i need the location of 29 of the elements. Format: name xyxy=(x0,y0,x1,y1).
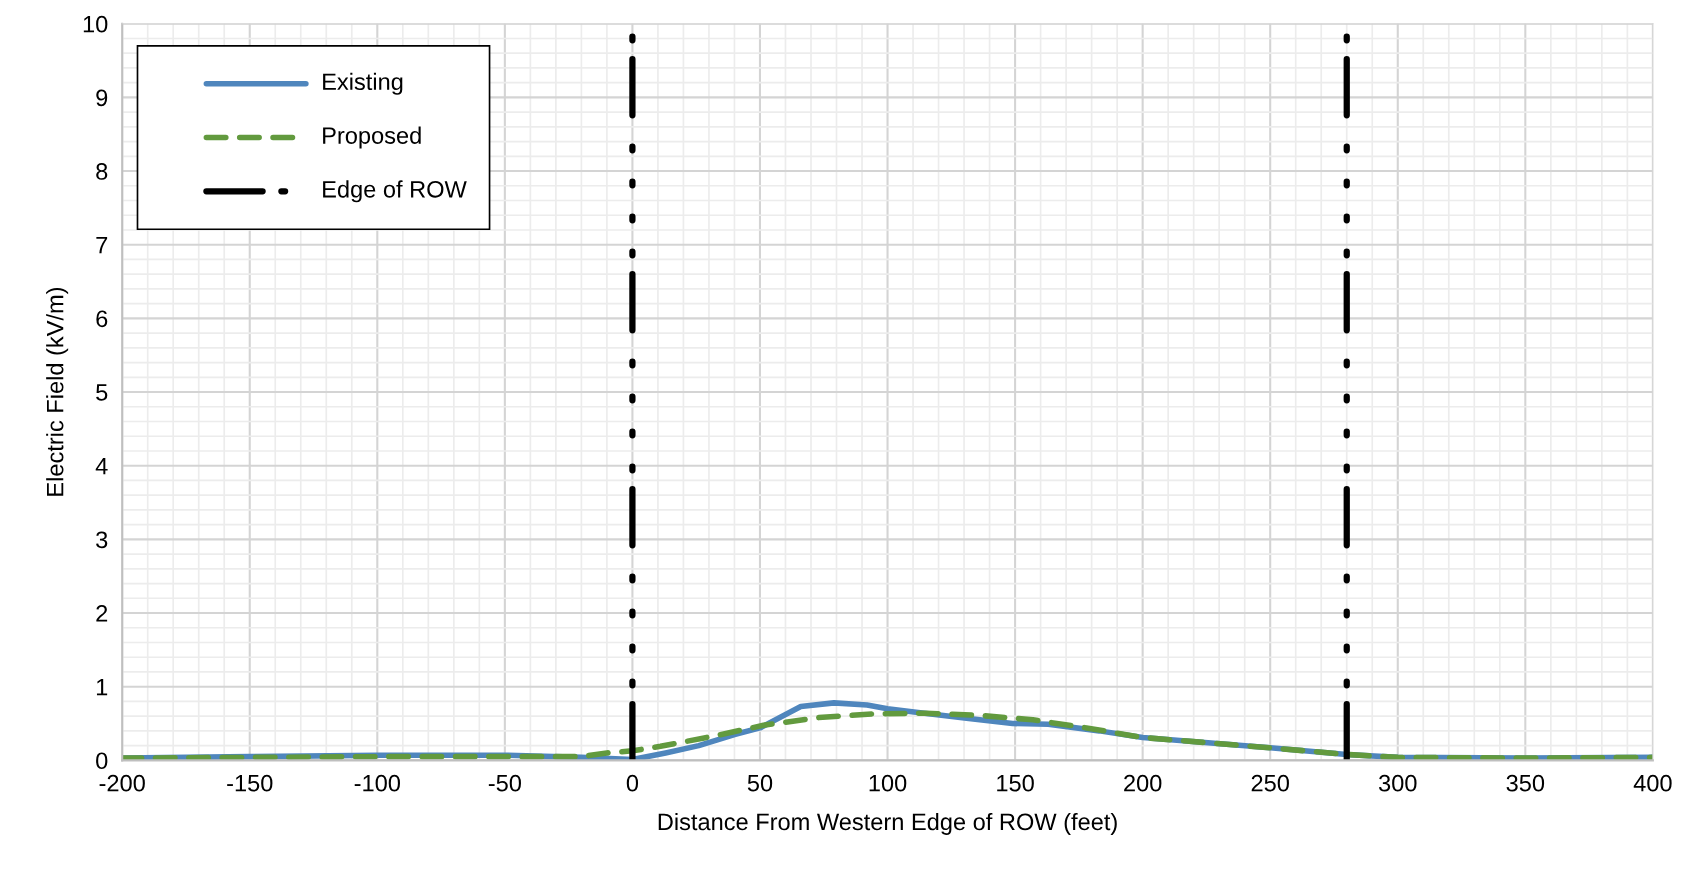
x-tick-label: -50 xyxy=(488,774,521,792)
x-axis-title: Distance From Western Edge of ROW (feet) xyxy=(658,812,1117,835)
y-tick-label: 7 xyxy=(96,237,108,254)
y-tick-label: 3 xyxy=(96,531,108,549)
y-tick-label: 1 xyxy=(96,678,108,696)
x-tick-label: 200 xyxy=(1124,774,1162,792)
legend-label: Proposed xyxy=(323,126,421,149)
y-tick-label: 6 xyxy=(96,310,108,328)
y-tick-label: 0 xyxy=(96,752,108,770)
x-tick-label: 300 xyxy=(1378,774,1417,792)
x-tick-label: 350 xyxy=(1506,774,1545,792)
x-tick-label: -200 xyxy=(99,774,145,792)
x-tick-label: 0 xyxy=(626,774,639,792)
x-tick-label: -100 xyxy=(354,774,401,792)
legend-label: Edge of ROW xyxy=(323,180,467,203)
x-tick-label: -150 xyxy=(227,774,273,792)
x-tick-label: 400 xyxy=(1633,774,1672,792)
y-tick-label: 10 xyxy=(83,15,108,33)
x-tick-label: 250 xyxy=(1251,774,1289,792)
x-tick-label: 150 xyxy=(997,774,1034,792)
y-tick-label: 8 xyxy=(96,163,108,180)
y-tick-label: 2 xyxy=(96,605,108,622)
x-tick-label: 50 xyxy=(747,774,773,792)
y-tick-label: 9 xyxy=(96,89,108,107)
y-axis-title: Electric Field (kV/m) xyxy=(46,287,69,496)
x-tick-label: 100 xyxy=(869,774,907,792)
y-tick-label: 5 xyxy=(96,384,108,401)
y-tick-label: 4 xyxy=(95,458,108,475)
legend-label: Existing xyxy=(323,72,403,95)
